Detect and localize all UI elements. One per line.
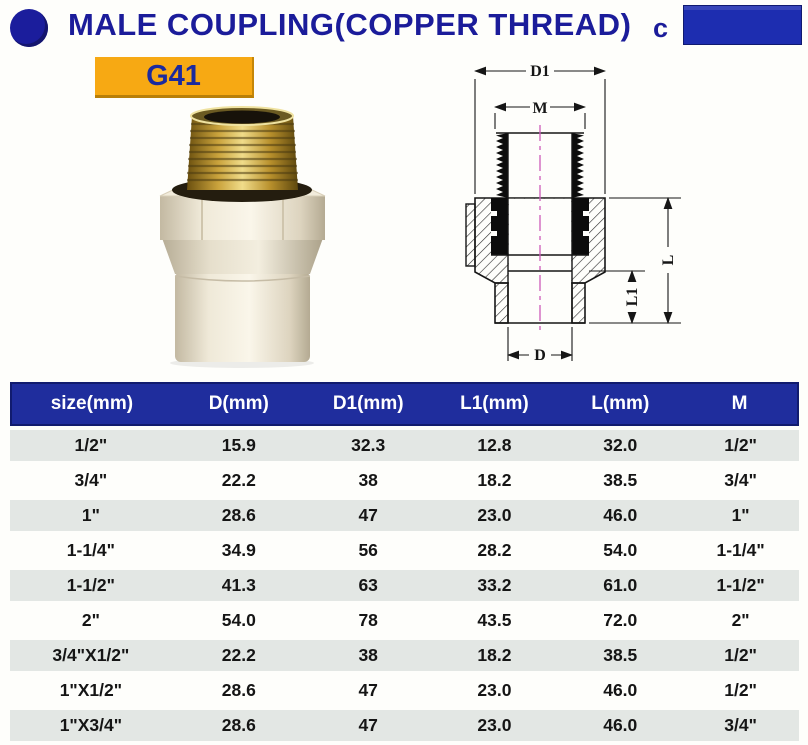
table-cell: 1/2" xyxy=(724,680,757,700)
table-cell: 1/2" xyxy=(682,430,799,461)
col-header-d: D(mm) xyxy=(171,382,306,426)
table-cell: 3/4" xyxy=(724,470,757,490)
table-row: 1-1/4" 34.9 56 28.2 54.0 1-1/4" xyxy=(10,535,799,566)
col-header-size: size(mm) xyxy=(10,382,172,426)
table-cell: 22.2 xyxy=(171,640,306,671)
table-cell: 1"X1/2" xyxy=(59,680,123,700)
table-cell: 46.0 xyxy=(558,710,683,741)
dimension-diagram: D1 M L L1 D xyxy=(440,55,800,375)
page-title: MALE COUPLING(COPPER THREAD) xyxy=(68,7,632,42)
dim-label-d: D xyxy=(534,347,546,364)
table-cell: 2" xyxy=(81,610,100,630)
table-cell: 34.9 xyxy=(221,540,256,560)
table-cell: 54.0 xyxy=(221,610,256,630)
table-cell: 47 xyxy=(305,710,431,741)
table-cell: 54.0 xyxy=(603,540,638,560)
dim-label-m: M xyxy=(532,100,547,117)
table-row: 2" 54.0 78 43.5 72.0 2" xyxy=(10,605,799,636)
table-cell: 1" xyxy=(682,500,799,531)
table-cell: 23.0 xyxy=(430,710,559,741)
table-cell: 3/4" xyxy=(682,710,799,741)
table-cell: 47 xyxy=(305,500,431,531)
product-code-badge: G41 xyxy=(95,57,254,98)
table-cell: 18.2 xyxy=(430,640,559,671)
table-row: 1-1/2" 41.3 63 33.2 61.0 1-1/2" xyxy=(10,570,799,601)
table-cell: 22.2 xyxy=(221,470,256,490)
table-cell: 28.6 xyxy=(221,680,256,700)
table-cell: 46.0 xyxy=(603,680,638,700)
table-cell: 1-1/4" xyxy=(66,540,115,560)
table-cell: 23.0 xyxy=(430,500,559,531)
table-cell: 38.5 xyxy=(558,640,683,671)
table-cell: 15.9 xyxy=(171,430,306,461)
table-cell: 3/4" xyxy=(74,470,108,490)
table-cell: 28.6 xyxy=(171,500,306,531)
table-cell: 32.3 xyxy=(305,430,431,461)
section-drawing: D1 M L L1 D xyxy=(465,61,681,364)
col-header-l1: L1(mm) xyxy=(430,382,559,426)
dim-label-l: L xyxy=(660,255,677,266)
spec-table: size(mm) D(mm) D1(mm) L1(mm) L(mm) M 1/2… xyxy=(10,378,799,745)
table-cell: 1"X3/4" xyxy=(10,710,172,741)
table-cell: 33.2 xyxy=(430,570,559,601)
table-cell: 1" xyxy=(10,500,172,531)
table-cell: 38 xyxy=(305,640,431,671)
col-header-d1: D1(mm) xyxy=(305,382,431,426)
table-cell: 43.5 xyxy=(477,610,512,630)
table-row: 1"X3/4" 28.6 47 23.0 46.0 3/4" xyxy=(10,710,799,741)
bullet-icon xyxy=(10,9,48,47)
dim-label-d1: D1 xyxy=(530,63,550,80)
table-header-row: size(mm) D(mm) D1(mm) L1(mm) L(mm) M xyxy=(10,382,799,426)
table-cell: 32.0 xyxy=(558,430,683,461)
table-cell: 3/4"X1/2" xyxy=(10,640,172,671)
table-cell: 18.2 xyxy=(477,470,512,490)
table-cell: 1/2" xyxy=(682,640,799,671)
table-row: 3/4"X1/2" 22.2 38 18.2 38.5 1/2" xyxy=(10,640,799,671)
col-header-l: L(mm) xyxy=(558,382,683,426)
table-cell: 72.0 xyxy=(603,610,638,630)
table-row: 1"X1/2" 28.6 47 23.0 46.0 1/2" xyxy=(10,675,799,706)
table-cell: 56 xyxy=(358,540,378,560)
col-header-m: M xyxy=(682,382,799,426)
dim-label-l1: L1 xyxy=(624,288,641,307)
coupling-photo-art xyxy=(159,106,326,368)
table-cell: 78 xyxy=(358,610,378,630)
table-cell: 1/2" xyxy=(10,430,172,461)
title-suffix: c xyxy=(653,13,669,43)
table-cell: 41.3 xyxy=(171,570,306,601)
table-cell: 47 xyxy=(358,680,378,700)
table-row: 1/2" 15.9 32.3 12.8 32.0 1/2" xyxy=(10,430,799,461)
table-cell: 61.0 xyxy=(558,570,683,601)
table-cell: 28.2 xyxy=(477,540,512,560)
table-row: 3/4" 22.2 38 18.2 38.5 3/4" xyxy=(10,465,799,496)
table-cell: 1-1/2" xyxy=(682,570,799,601)
table-cell: 38 xyxy=(358,470,378,490)
table-cell: 63 xyxy=(305,570,431,601)
table-cell: 28.6 xyxy=(171,710,306,741)
table-cell: 38.5 xyxy=(603,470,638,490)
logo-block xyxy=(683,5,802,45)
table-cell: 1-1/4" xyxy=(716,540,765,560)
table-cell: 23.0 xyxy=(477,680,512,700)
table-cell: 46.0 xyxy=(558,500,683,531)
table-cell: 2" xyxy=(731,610,750,630)
table-cell: 1-1/2" xyxy=(10,570,172,601)
product-photo xyxy=(140,100,420,370)
table-row: 1" 28.6 47 23.0 46.0 1" xyxy=(10,500,799,531)
table-cell: 12.8 xyxy=(430,430,559,461)
